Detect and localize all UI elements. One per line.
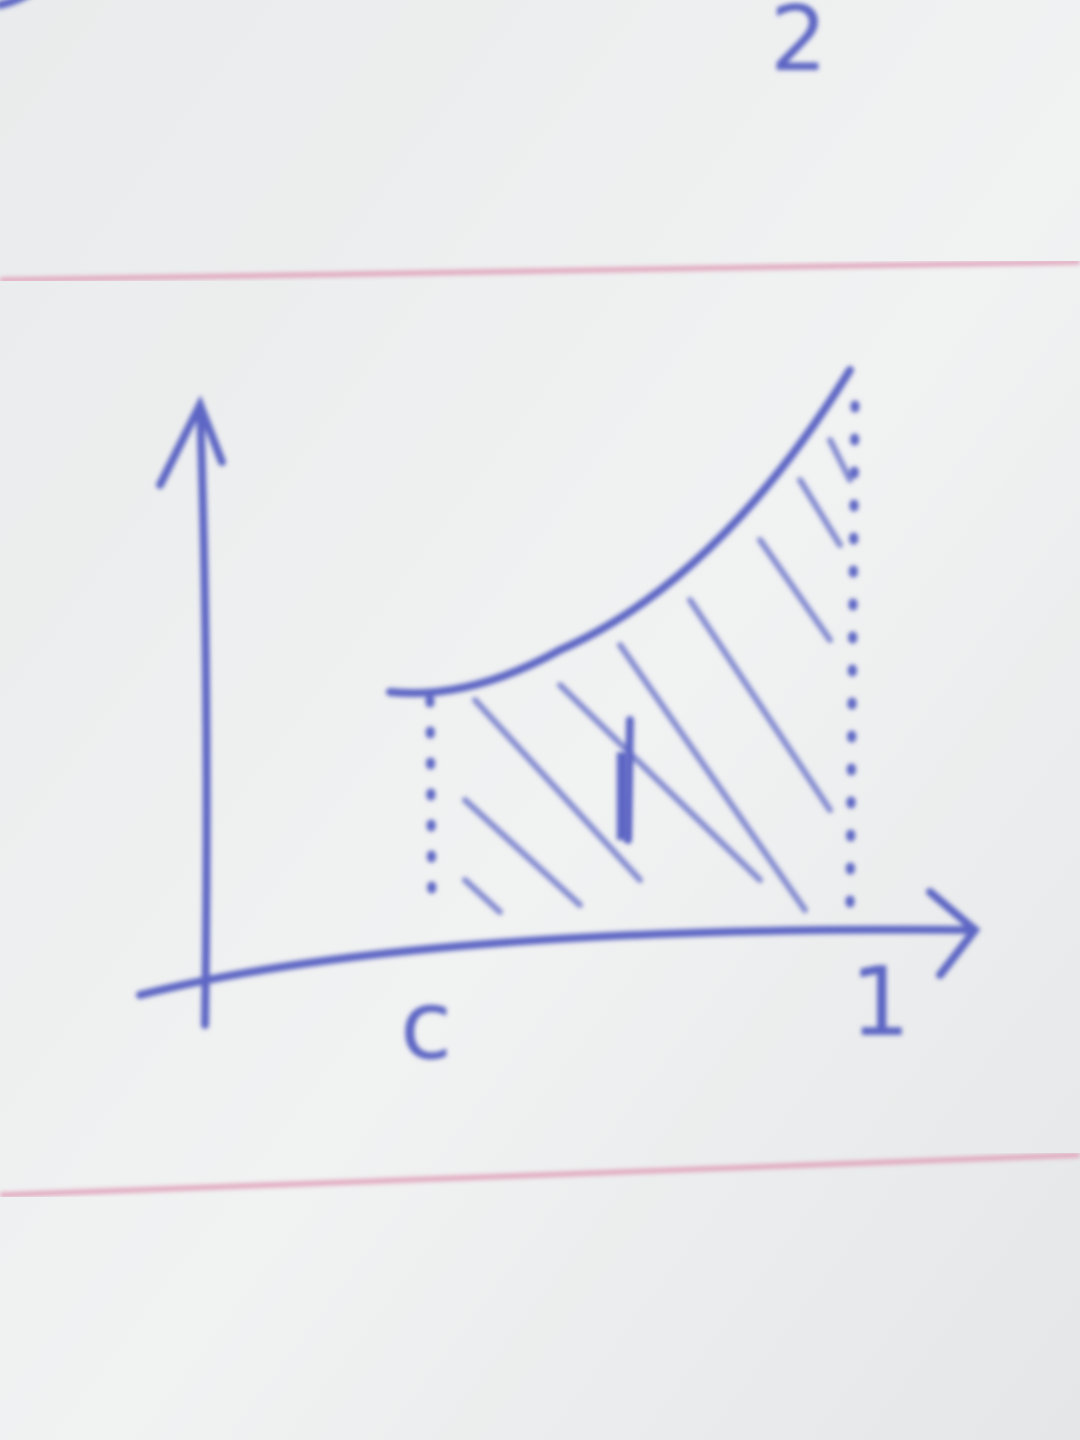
letter-stem: [624, 716, 634, 844]
dotted-line: [425, 695, 437, 920]
hatch-line: [757, 537, 833, 643]
hatch-line: [462, 877, 503, 915]
ruled-line: [0, 1152, 1080, 1198]
hatch-line: [472, 697, 643, 883]
ruled-line: [0, 259, 1080, 283]
x-axis: [136, 925, 979, 999]
corner-note: 2: [770, 0, 827, 92]
curve: [386, 366, 854, 698]
hatch-line: [462, 797, 583, 908]
y-axis: [196, 401, 211, 1029]
area-label: I: [605, 730, 640, 869]
pen-stroke: [0, 0, 26, 9]
sketch: [0, 0, 981, 1029]
hatch-line: [687, 597, 833, 813]
hatch-line: [557, 682, 763, 883]
x-arrowhead: [926, 888, 981, 979]
x-start-label: c: [400, 971, 452, 1081]
hatch-line: [617, 642, 808, 913]
hatch-line: [827, 437, 853, 483]
labels: 2 c 1 I: [400, 0, 910, 1081]
hatching: [462, 437, 853, 915]
y-arrowhead: [156, 395, 226, 489]
x-end-label: 1: [850, 948, 910, 1058]
hatch-line: [797, 477, 843, 548]
